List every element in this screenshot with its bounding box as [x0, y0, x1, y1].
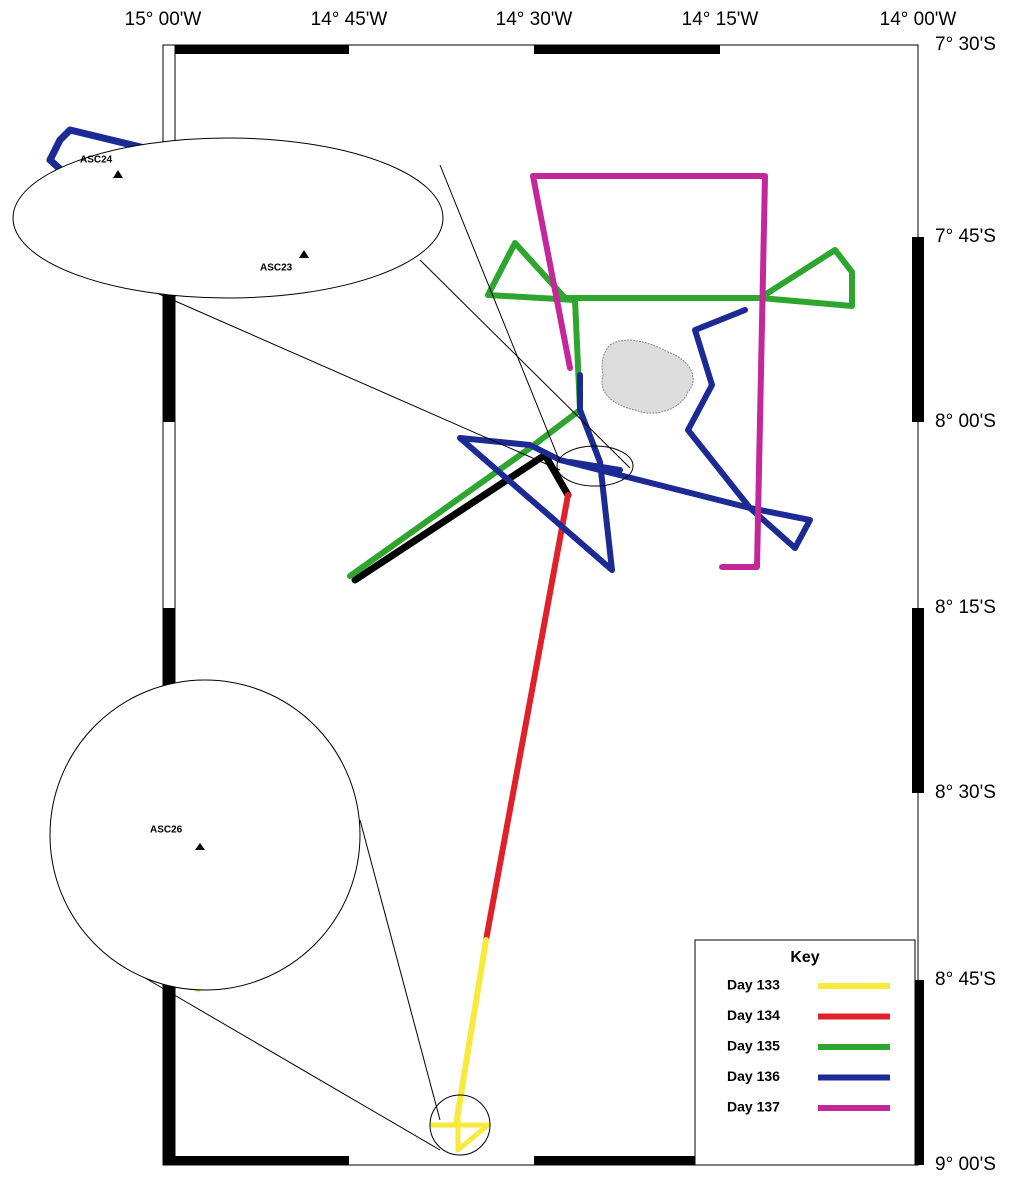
legend-title: Key [790, 949, 819, 966]
latitude-label: 8° 00'S [935, 411, 996, 432]
station-label: ASC24 [80, 155, 113, 166]
latitude-label: 8° 45'S [935, 969, 996, 990]
border-bar [912, 237, 924, 422]
latitude-label: 9° 00'S [935, 1154, 996, 1175]
longitude-label: 14° 15'W [682, 9, 759, 30]
track [530, 173, 768, 570]
longitude-label: 14° 45'W [311, 9, 388, 30]
latitude-label: 7° 30'S [935, 34, 996, 55]
border-bar [175, 1156, 349, 1165]
track [457, 307, 813, 573]
track [453, 937, 489, 1128]
station-label: ASC26 [150, 825, 183, 836]
border-bar [912, 608, 924, 793]
latitude-label: 7° 45'S [935, 226, 996, 247]
longitude-label: 15° 00'W [125, 9, 202, 30]
island [601, 339, 694, 414]
station-label: ASC23 [260, 263, 293, 274]
track [483, 492, 571, 943]
track [429, 1102, 491, 1153]
track [351, 451, 572, 584]
legend-label: Day 135 [727, 1038, 780, 1054]
insets: ASC24 ASC23 ASC26 [12, 137, 634, 1156]
longitude-label: 14° 30'W [496, 9, 573, 30]
border-bar [163, 980, 175, 1165]
border-bar [534, 45, 720, 54]
border-bar [175, 45, 349, 54]
legend-label: Day 133 [727, 977, 780, 993]
legend-label: Day 137 [727, 1099, 780, 1115]
legend-label: Day 136 [727, 1068, 780, 1084]
latitude-label: 8° 30'S [935, 782, 996, 803]
legend: Key Day 133 Day 134 Day 135 Day 136 Day 137 [694, 939, 916, 1166]
longitude-label: 14° 00'W [880, 9, 957, 30]
track [347, 240, 855, 579]
track [567, 459, 623, 473]
border-bar [534, 1156, 720, 1165]
legend-label: Day 134 [727, 1007, 780, 1023]
latitude-label: 8° 15'S [935, 597, 996, 618]
